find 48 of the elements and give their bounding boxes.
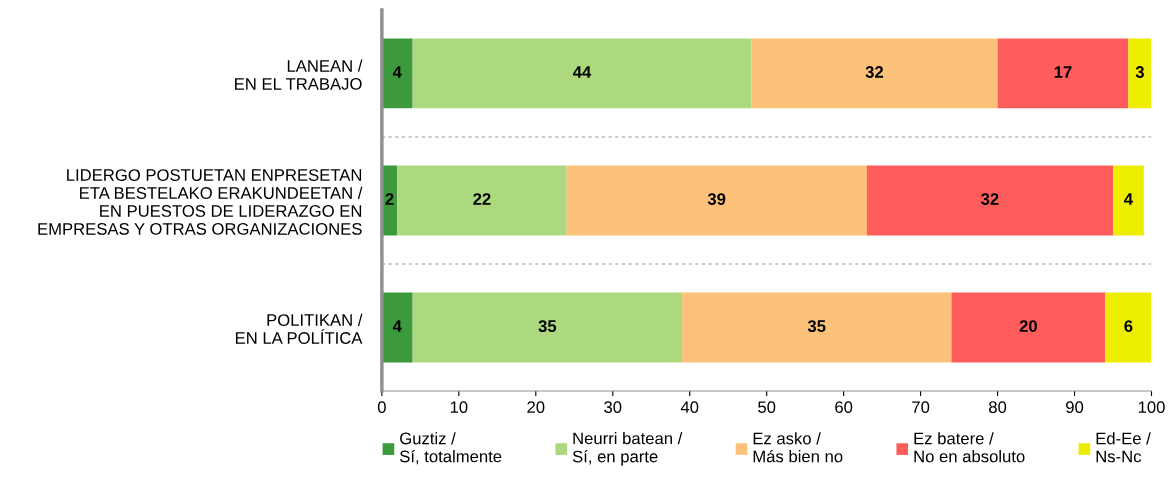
data-label: 4 [392,66,402,78]
data-label: 4 [1124,193,1133,205]
x-tick-label: 70 [912,401,930,414]
data-label: 6 [1124,320,1133,332]
x-tick-label: 90 [1066,401,1084,414]
legend-label: Guztiz / Sí, totalmente [400,432,502,465]
x-tick-label: 30 [604,401,622,414]
x-tick-label: 60 [835,401,853,414]
data-label: 35 [538,320,557,333]
bar [412,38,752,109]
bar [751,38,998,109]
bar [381,38,413,109]
y-tick-label: LANEAN / EN EL TRABAJO [235,59,363,90]
bar [866,165,1114,236]
bar [412,292,683,363]
bar [682,292,952,363]
data-label: 20 [1019,320,1037,332]
bar [1105,292,1152,363]
bar [397,165,567,236]
data-label: 4 [392,320,402,332]
x-tick-label: 20 [527,401,545,414]
legend-label: Ez batere / No en absoluto [914,432,1025,463]
bar [997,38,1129,109]
data-label: 35 [807,320,826,333]
legend-label: Ez asko / Más bien no [753,432,843,463]
y-tick-label: LIDERGO POSTUETAN ENPRESETAN ETA BESTELAKO ERAKUNDEETAN / EN PUESTOS DE LIDERAZGO EN EMPRESAS Y OTRAS ORGANIZACIONES [38,169,363,235]
data-label: 44 [572,66,592,78]
bar [1128,38,1152,109]
y-tick-label: POLITIKAN / EN LA POLÍTICA [235,313,363,344]
legend-label: Neurri batean / Sí, en parte [572,432,683,466]
legend-label: Ed-Ee / Ns-Nc [1096,432,1151,463]
bar [1113,165,1144,236]
data-label: 22 [473,193,491,205]
data-label: 32 [980,193,999,205]
data-label: 2 [385,193,394,205]
x-tick-label: 0 [377,401,386,414]
bar [566,165,867,236]
data-label: 17 [1054,66,1072,78]
bar [951,292,1106,363]
x-tick-label: 100 [1138,401,1165,414]
bar [381,292,413,363]
x-tick-label: 40 [680,401,699,414]
x-tick-label: 50 [758,401,776,414]
data-label: 32 [865,66,884,78]
x-tick-label: 10 [450,401,468,414]
data-label: 3 [1135,66,1144,78]
data-label: 39 [707,193,726,205]
x-tick-label: 80 [989,401,1007,414]
